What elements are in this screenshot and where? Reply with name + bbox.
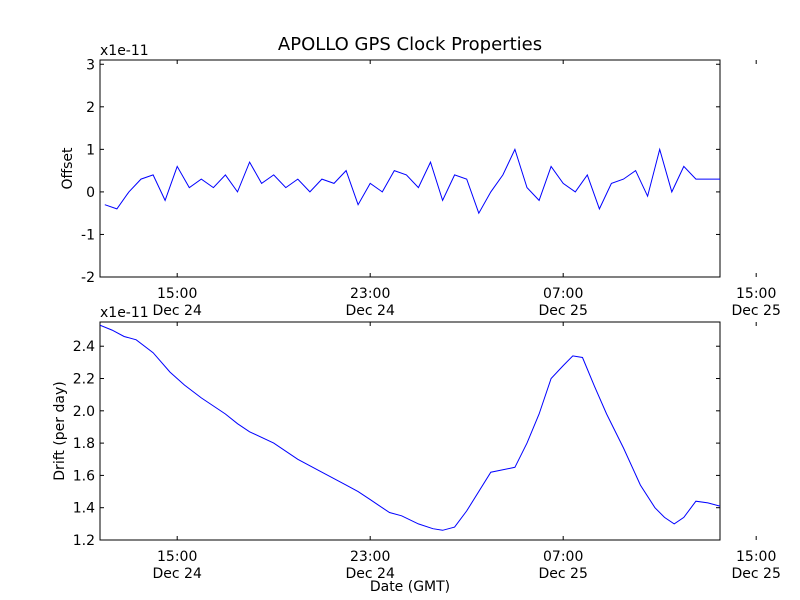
drift-ytick-label: 1.2 — [73, 533, 95, 549]
drift-ytick-label: 1.6 — [73, 468, 95, 484]
offset-ytick-label: 0 — [86, 185, 95, 201]
drift-xtick-time: 23:00 — [350, 549, 390, 565]
drift-axes-frame — [99, 321, 721, 541]
drift-xtick-time: 15:00 — [157, 549, 197, 565]
offset-xtick-date: Dec 25 — [732, 303, 781, 319]
drift-series-line — [100, 324, 720, 531]
offset-xtick-date: Dec 24 — [346, 303, 395, 319]
drift-xtick-date: Dec 24 — [346, 566, 395, 582]
offset-xtick-date: Dec 25 — [539, 303, 588, 319]
offset-xtick-time: 23:00 — [350, 286, 390, 302]
drift-ytick-label: 1.8 — [73, 436, 95, 452]
drift-plot-area — [100, 324, 720, 531]
drift-ytick-label: 2.0 — [73, 404, 95, 420]
offset-xtick-time: 15:00 — [736, 286, 776, 302]
offset-ytick-label: -2 — [81, 270, 95, 286]
offset-axes-frame — [99, 59, 721, 278]
drift-scale-text: x1e-11 — [100, 305, 149, 321]
offset-ytick-label: 3 — [86, 57, 95, 73]
figure-title: APOLLO GPS Clock Properties — [278, 34, 542, 55]
drift-xtick-time: 15:00 — [736, 549, 776, 565]
offset-ytick-label: 1 — [86, 142, 95, 158]
drift-xtick-time: 07:00 — [543, 549, 583, 565]
drift-xtick-date: Dec 25 — [732, 566, 781, 582]
offset-xtick-date: Dec 24 — [153, 303, 202, 319]
drift-xtick-date: Dec 25 — [539, 566, 588, 582]
drift-subplot: Drift (per day) x1e-11 1.2 1.4 1.6 1.8 2.0 2.… — [52, 305, 781, 595]
drift-ytick-label: 2.2 — [73, 372, 95, 388]
offset-xtick-time: 07:00 — [543, 286, 583, 302]
offset-ytick-label: 2 — [86, 100, 95, 116]
offset-ylabel: Offset — [60, 147, 76, 190]
drift-ylabel: Drift (per day) — [52, 381, 68, 480]
offset-series-line — [104, 147, 720, 215]
drift-xlabel: Date (GMT) — [370, 579, 450, 595]
offset-xtick-time: 15:00 — [157, 286, 197, 302]
offset-scale-text: x1e-11 — [100, 43, 149, 59]
drift-ytick-label: 1.4 — [73, 501, 95, 517]
drift-ytick-label: 2.4 — [73, 339, 95, 355]
offset-ytick-label: -1 — [81, 227, 95, 243]
offset-plot-area — [104, 147, 720, 215]
drift-xtick-date: Dec 24 — [153, 566, 202, 582]
